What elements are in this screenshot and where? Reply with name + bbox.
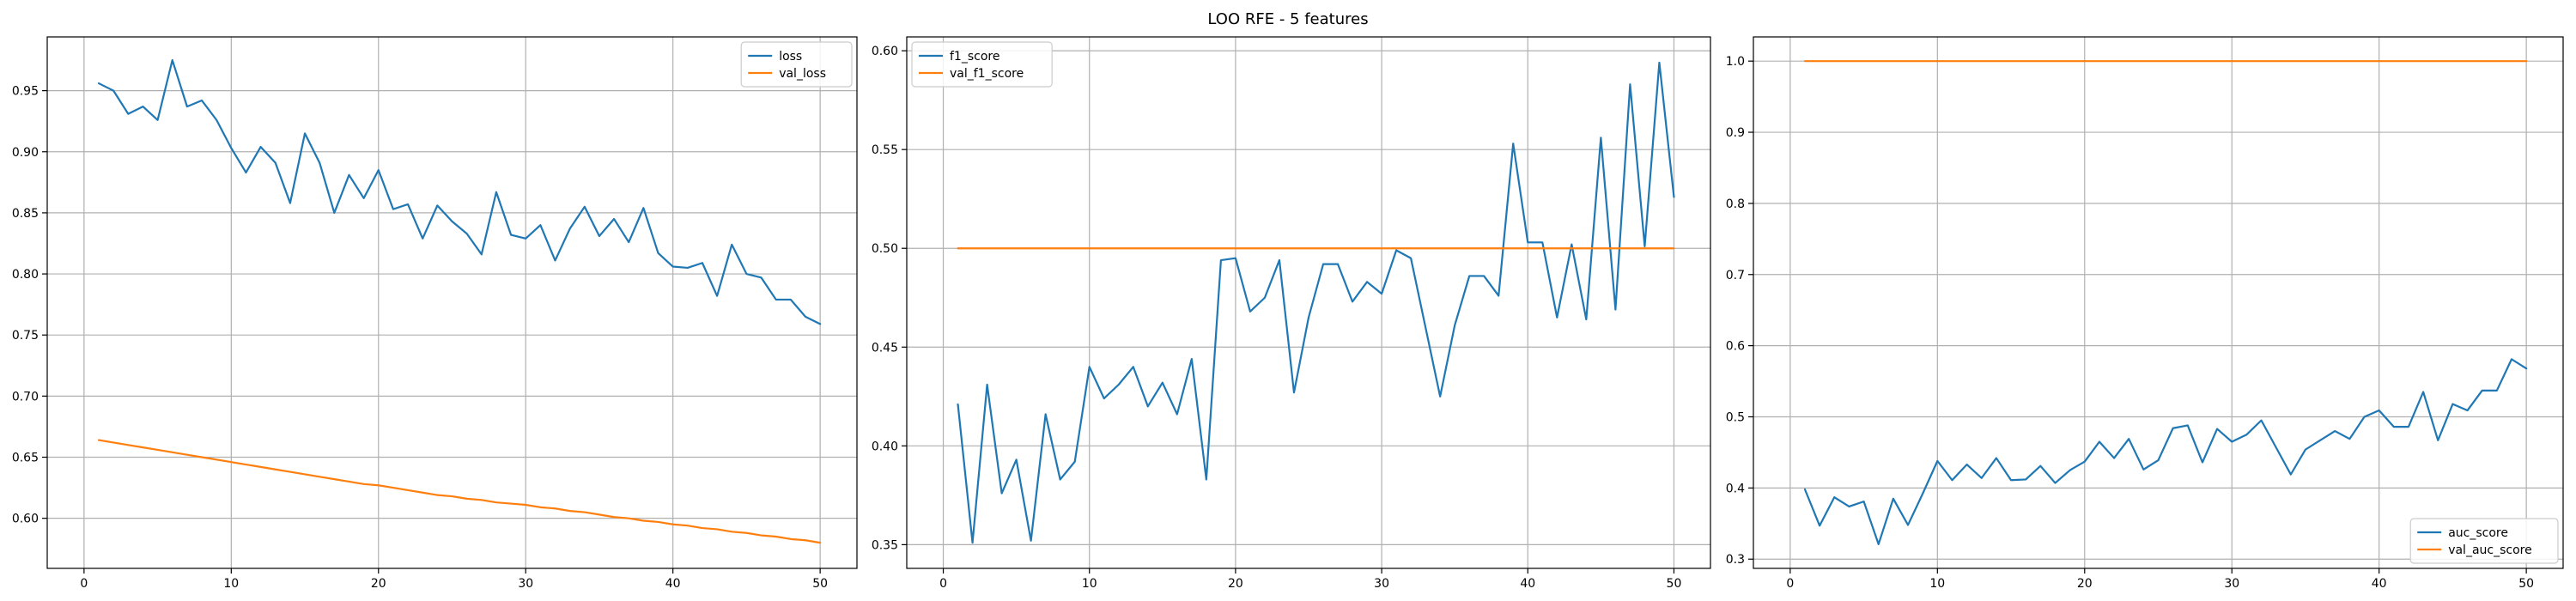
axes-frame: [906, 36, 1711, 569]
legend-frame: [740, 41, 853, 88]
legend: loss val_loss: [740, 41, 853, 88]
plot-area: [907, 37, 1710, 568]
y-tick-label: 1.0: [1726, 55, 1745, 69]
series-line-auc-score: [1803, 358, 2528, 545]
y-tick-label: 0.80: [12, 268, 39, 282]
axes-frame: [46, 36, 858, 569]
series-line-val-loss: [97, 439, 822, 544]
legend-label-auc-score: auc_score: [2448, 526, 2508, 540]
legend-label-f1-score: f1_score: [950, 50, 999, 64]
figure-title: LOO RFE - 5 features: [1207, 10, 1368, 28]
y-tick-label: 0.60: [872, 45, 898, 58]
x-tick-label: 20: [1228, 577, 1243, 591]
axes-frame: [1753, 36, 2564, 569]
y-tick-label: 0.70: [12, 390, 39, 404]
y-tick-label: 0.9: [1726, 126, 1745, 140]
x-tick-label: 10: [223, 577, 239, 591]
y-tick-label: 0.5: [1726, 410, 1745, 424]
x-tick-label: 0: [1786, 577, 1794, 591]
series-line-loss: [97, 58, 822, 325]
y-tick-label: 0.75: [12, 329, 39, 343]
plot-area: [47, 37, 857, 568]
x-tick-label: 10: [1082, 577, 1097, 591]
x-tick-label: 30: [518, 577, 533, 591]
legend-label-val-auc-score: val_auc_score: [2448, 543, 2532, 557]
y-tick-label: 0.50: [872, 242, 898, 256]
y-tick-label: 0.4: [1726, 482, 1745, 495]
legend-label-val-loss: val_loss: [779, 67, 826, 81]
y-tick-label: 0.65: [12, 452, 39, 465]
x-tick-label: 30: [2224, 577, 2239, 591]
x-tick-label: 40: [1520, 577, 1535, 591]
x-tick-label: 50: [1667, 577, 1682, 591]
x-tick-label: 10: [1929, 577, 1945, 591]
x-tick-label: 0: [939, 577, 947, 591]
x-tick-label: 40: [2372, 577, 2387, 591]
plot-area: [1753, 37, 2563, 568]
x-tick-label: 50: [2518, 577, 2534, 591]
legend-label-val-f1-score: val_f1_score: [950, 67, 1024, 81]
y-tick-label: 0.85: [12, 207, 39, 221]
legend: f1_score val_f1_score: [911, 41, 1053, 88]
legend-frame: [2409, 518, 2559, 564]
subplot-auc-score: 0 10 20 30 40 50 0.3 0.4 0.5 0.6 0.7 0.8 0.9 1.0 auc_s…: [1726, 36, 2564, 591]
y-tick-label: 0.60: [12, 513, 39, 526]
legend: auc_score val_auc_score: [2409, 518, 2559, 564]
x-tick-label: 20: [2077, 577, 2093, 591]
x-tick-label: 40: [665, 577, 681, 591]
y-tick-label: 0.95: [12, 85, 39, 99]
y-tick-label: 0.3: [1726, 553, 1745, 567]
x-tick-label: 0: [80, 577, 88, 591]
x-tick-label: 20: [371, 577, 386, 591]
y-tick-label: 0.7: [1726, 269, 1745, 282]
y-tick-label: 0.40: [872, 440, 898, 453]
x-tick-label: 30: [1374, 577, 1389, 591]
legend-frame: [911, 41, 1053, 88]
series-line-f1-score: [957, 61, 1675, 544]
y-tick-label: 0.8: [1726, 197, 1745, 211]
subplot-f1-score: 0 10 20 30 40 50 0.35 0.40 0.45 0.50 0.55 0.60 f1_sc…: [872, 36, 1711, 591]
y-tick-label: 0.6: [1726, 340, 1745, 354]
legend-label-loss: loss: [779, 50, 802, 64]
y-tick-label: 0.90: [12, 146, 39, 160]
y-tick-label: 0.45: [872, 341, 898, 355]
x-tick-label: 50: [812, 577, 828, 591]
y-tick-label: 0.35: [872, 538, 898, 552]
subplot-loss: 0 10 20 30 40 50 0.60 0.65 0.70 0.75 0.80 0.85 0.90 0…: [12, 36, 858, 591]
y-tick-label: 0.55: [872, 143, 898, 157]
